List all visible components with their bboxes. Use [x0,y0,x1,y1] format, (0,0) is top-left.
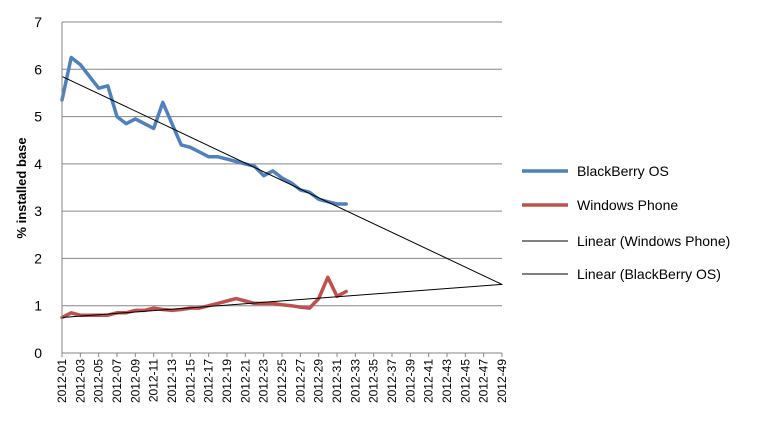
series-lines [60,55,503,320]
y-axis-ticks: 0 1 2 3 4 5 6 7 [34,14,42,361]
x-tick-label: 2012-33 [348,359,362,403]
series-line-linear-blackberry-os [61,75,503,285]
x-tick-label: 2012-31 [330,359,344,403]
x-tick-label: 2012-23 [257,359,271,403]
x-tick-label: 2012-49 [495,359,509,403]
y-tick-label: 2 [34,250,42,266]
x-tick-label: 2012-21 [238,359,252,403]
x-tick-label: 2012-37 [385,359,399,403]
x-tick-label: 2012-03 [73,359,87,403]
x-tick-label: 2012-45 [458,359,472,403]
legend-label: Windows Phone [577,197,678,213]
x-tick-label: 2012-43 [440,359,454,403]
gridlines [62,21,502,307]
x-tick-label: 2012-27 [293,359,307,403]
y-axis-label: % installed base [14,137,29,238]
legend-label: BlackBerry OS [577,163,669,179]
y-tick-label: 5 [34,109,42,125]
x-tick-label: 2012-13 [165,359,179,403]
x-tick-label: 2012-01 [55,359,69,403]
x-tick-label: 2012-39 [403,359,417,403]
x-tick-label: 2012-25 [275,359,289,403]
x-tick-label: 2012-05 [92,359,106,403]
series-line-linear-windows-phone [61,283,503,318]
y-tick-label: 3 [34,203,42,219]
x-tick-label: 2012-47 [477,359,491,403]
legend: BlackBerry OS Windows Phone Linear (Window… [522,163,730,282]
series-line-blackberry-os [60,55,348,206]
y-tick-label: 0 [34,345,42,361]
y-tick-label: 6 [34,61,42,77]
x-tick-label: 2012-19 [220,359,234,403]
legend-label: Linear (Windows Phone) [577,233,730,249]
x-tick-label: 2012-29 [312,359,326,403]
x-tick-label: 2012-11 [147,359,161,402]
x-tick-label: 2012-35 [367,359,381,403]
x-tick-label: 2012-15 [183,359,197,403]
x-tick-label: 2012-09 [128,359,142,403]
x-tick-label: 2012-07 [110,359,124,403]
x-tick-label: 2012-17 [202,359,216,403]
series-line-windows-phone [60,275,348,320]
legend-label: Linear (BlackBerry OS) [577,266,721,282]
y-tick-label: 4 [34,156,42,172]
y-tick-label: 1 [34,298,42,314]
x-tick-label: 2012-41 [422,359,436,403]
y-tick-label: 7 [34,14,42,30]
x-axis-ticks: 2012-01 2012-03 2012-05 2012-07 2012-09 2012-… [55,353,509,403]
